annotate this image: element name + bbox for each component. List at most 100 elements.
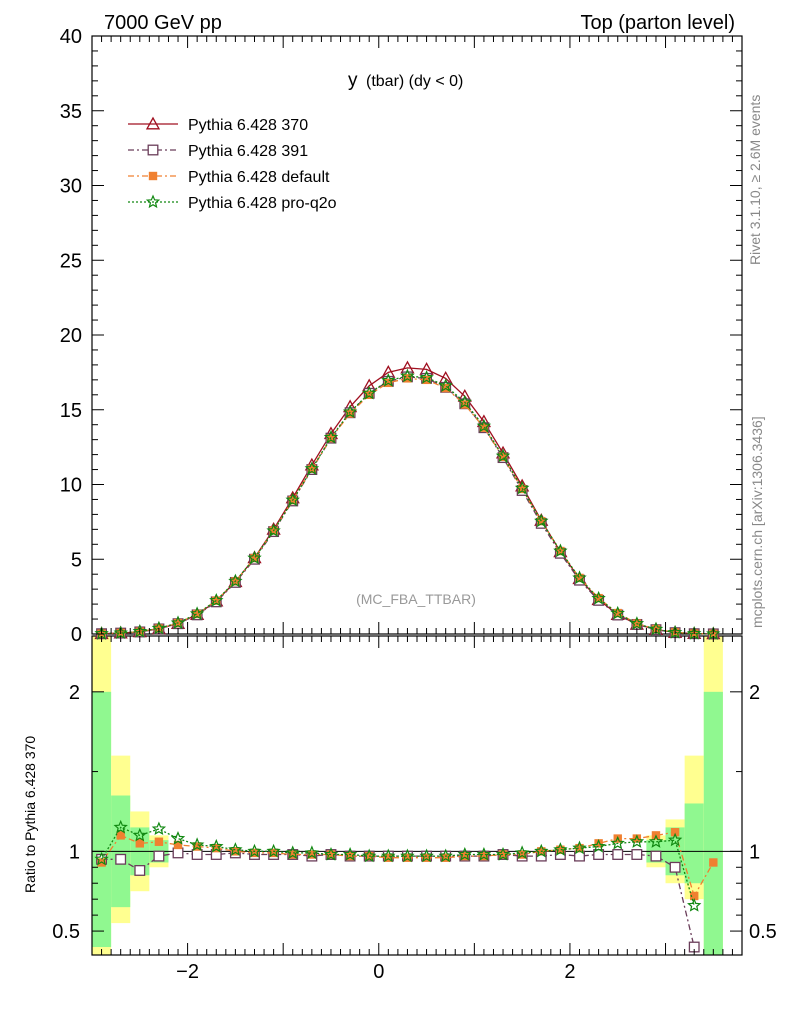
- data-point-marker: [629, 616, 645, 630]
- ratio-series-0: [96, 847, 700, 953]
- data-point-marker: [113, 819, 128, 834]
- y-tick-label: 20: [60, 325, 82, 347]
- data-point-marker: [400, 368, 415, 383]
- data-point-marker: [384, 853, 393, 862]
- ratio-uncertainty-bands: [92, 636, 723, 955]
- data-point-marker: [172, 847, 184, 859]
- data-point-marker: [132, 827, 147, 842]
- data-point-marker: [342, 404, 358, 419]
- ratio-series-1: [97, 827, 718, 901]
- data-point-marker: [362, 385, 377, 400]
- ratio-series-2: [94, 819, 702, 912]
- data-point-marker: [457, 394, 472, 409]
- data-point-marker: [307, 850, 317, 859]
- data-point-marker: [323, 429, 339, 444]
- data-point-marker: [231, 847, 240, 856]
- data-point-marker: [476, 418, 492, 433]
- main-series-3: [94, 368, 721, 640]
- data-point-marker: [479, 423, 489, 432]
- ratio-tick-label-right: 2: [749, 682, 760, 704]
- data-point-marker: [572, 570, 587, 585]
- data-point-marker: [498, 850, 508, 859]
- series-layer: [94, 360, 721, 953]
- data-point-marker: [669, 861, 681, 873]
- y-tick-label: 0: [71, 624, 82, 646]
- data-point-marker: [419, 370, 434, 384]
- legend-label: Pythia 6.428 391: [188, 143, 308, 160]
- data-point-marker: [441, 853, 450, 862]
- y-tick-label: 25: [60, 250, 82, 272]
- data-point-marker: [495, 448, 511, 463]
- data-point-marker: [400, 848, 415, 863]
- data-point-marker: [403, 853, 412, 862]
- header-right: Top (parton level): [580, 12, 735, 34]
- data-point-marker: [147, 144, 159, 156]
- watermark-label: (MC_FBA_TTBAR): [356, 591, 476, 607]
- data-point-marker: [362, 848, 377, 863]
- data-point-marker: [209, 592, 224, 607]
- data-point-marker: [247, 550, 262, 565]
- data-point-marker: [610, 605, 625, 620]
- data-point-marker: [113, 625, 128, 640]
- ratio-series-line: [101, 852, 695, 948]
- data-point-marker: [575, 843, 584, 853]
- data-point-marker: [228, 573, 243, 588]
- ratio-series-line: [101, 826, 695, 906]
- data-point-marker: [419, 848, 434, 863]
- data-point-marker: [228, 842, 243, 856]
- ratio-tick-label-left: 2: [69, 682, 80, 704]
- data-point-marker: [153, 850, 165, 862]
- data-point-marker: [304, 461, 320, 475]
- data-point-marker: [438, 848, 453, 863]
- data-point-marker: [365, 390, 374, 399]
- data-point-marker: [304, 845, 320, 860]
- data-point-marker: [145, 116, 161, 130]
- y-tick-label: 5: [71, 549, 82, 571]
- data-point-marker: [591, 838, 606, 853]
- data-point-marker: [476, 846, 492, 861]
- data-point-marker: [650, 850, 662, 862]
- header-left: 7000 GeV pp: [104, 12, 222, 34]
- y-tick-label: 35: [60, 101, 82, 123]
- data-point-marker: [250, 848, 259, 858]
- y-tick-label: 40: [60, 26, 82, 48]
- data-point-marker: [170, 831, 186, 845]
- data-point-marker: [132, 623, 147, 638]
- band-inner: [703, 691, 723, 955]
- data-point-marker: [94, 851, 109, 866]
- data-point-marker: [173, 840, 183, 850]
- data-point-marker: [517, 850, 527, 859]
- data-point-marker: [591, 590, 606, 605]
- y-tick-label: 15: [60, 400, 82, 422]
- ratio-tick-label-right: 1: [749, 841, 760, 863]
- data-point-marker: [345, 409, 355, 418]
- band-inner: [92, 691, 112, 948]
- data-point-marker: [422, 853, 431, 862]
- data-point-marker: [247, 843, 262, 858]
- ratio-axis-label: Ratio to Pythia 6.428 370: [22, 736, 38, 893]
- data-point-marker: [266, 843, 281, 858]
- data-point-marker: [135, 839, 144, 848]
- data-point-marker: [288, 850, 297, 859]
- data-point-marker: [381, 848, 396, 863]
- data-point-marker: [154, 837, 164, 846]
- data-point-marker: [250, 553, 259, 563]
- data-point-marker: [690, 891, 699, 901]
- data-point-marker: [145, 194, 161, 209]
- data-point-marker: [670, 827, 680, 837]
- data-point-marker: [285, 492, 300, 507]
- data-point-marker: [556, 845, 565, 854]
- data-point-marker: [594, 593, 603, 603]
- data-point-marker: [148, 171, 158, 181]
- data-point-marker: [269, 848, 278, 858]
- data-point-marker: [457, 846, 472, 861]
- data-point-marker: [266, 523, 281, 537]
- data-point-marker: [610, 835, 625, 850]
- ratio-tick-label-left: 1: [69, 841, 80, 863]
- data-point-marker: [534, 513, 549, 528]
- data-point-marker: [553, 543, 568, 558]
- data-point-marker: [189, 837, 205, 852]
- data-point-marker: [345, 851, 355, 861]
- data-point-marker: [612, 849, 624, 860]
- y-tick-label: 30: [60, 176, 82, 198]
